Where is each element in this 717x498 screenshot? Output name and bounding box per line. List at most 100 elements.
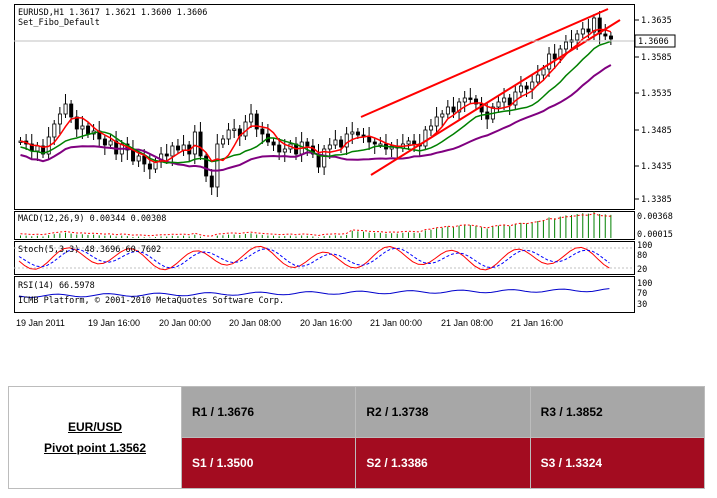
candle-body <box>57 113 62 125</box>
resistance-2: R2 / 1.3738 <box>355 386 531 438</box>
time-tick: 21 Jan 00:00 <box>370 318 422 328</box>
candle-body <box>575 33 580 41</box>
channel-lower-line[interactable] <box>370 19 621 176</box>
pivot-point-link[interactable]: Pivot point 1.3562 <box>43 440 147 455</box>
moving-average-fast <box>20 28 612 164</box>
candle-body <box>406 140 411 145</box>
candle-body <box>451 106 456 113</box>
candle-body <box>209 175 214 188</box>
support-2: S2 / 1.3386 <box>355 437 531 489</box>
candle-body <box>513 91 518 106</box>
candle-body <box>192 131 197 155</box>
candle-body <box>355 131 360 136</box>
macd-histogram <box>20 211 612 238</box>
candle-body <box>344 133 349 148</box>
candle-body <box>457 101 462 113</box>
rsi-line <box>18 288 610 298</box>
candle-body <box>372 141 377 145</box>
candle-body <box>80 125 85 130</box>
candle-body <box>305 141 310 147</box>
candle-body <box>170 145 175 157</box>
candle-body <box>198 131 203 157</box>
candle-body <box>535 74 540 83</box>
rsi-tick: 30 <box>637 300 647 310</box>
price-tick: 1.3435 <box>641 162 672 172</box>
stochastic-tick: 80 <box>637 251 647 261</box>
macd-pane: MACD(12,26,9) 0.00344 0.00308 0.00368 0.… <box>14 211 673 240</box>
chart-svg: EURUSD,H1 1.3617 1.3621 1.3600 1.3606 Se… <box>14 4 680 331</box>
stochastic-main-line <box>18 245 610 271</box>
time-tick: 21 Jan 16:00 <box>511 318 563 328</box>
candle-body <box>215 143 220 188</box>
stochastic-pane: Stoch(5,3,3) 48.3696 60.7602 100 80 20 <box>14 241 652 275</box>
candle-body <box>327 144 332 150</box>
candle-body <box>350 131 355 135</box>
candle-body <box>271 141 276 146</box>
macd-label: MACD(12,26,9) 0.00344 0.00308 <box>18 214 166 224</box>
candle-body <box>277 144 282 153</box>
candlesticks <box>18 11 613 197</box>
candle-body <box>592 17 597 33</box>
candle-body <box>282 148 287 153</box>
candle-body <box>63 103 68 115</box>
candle-body <box>496 101 501 108</box>
price-axis: 1.3635 1.3585 1.3535 1.3485 1.3435 1.338… <box>634 16 676 205</box>
pair-link[interactable]: EUR/USD <box>67 419 122 434</box>
candle-body <box>558 48 563 60</box>
candle-body <box>524 85 529 90</box>
price-tick: 1.3385 <box>641 195 672 205</box>
macd-tick: 0.00368 <box>637 212 673 222</box>
channel-upper-line[interactable] <box>360 8 609 118</box>
stochastic-signal-line <box>18 247 610 269</box>
candle-body <box>502 97 507 103</box>
macd-signal-line <box>20 212 611 237</box>
candle-body <box>563 41 568 50</box>
candle-body <box>485 111 490 120</box>
candle-body <box>339 139 344 148</box>
time-tick: 20 Jan 16:00 <box>300 318 352 328</box>
candle-body <box>547 53 552 70</box>
candle-body <box>52 123 57 138</box>
candle-body <box>322 148 327 168</box>
candle-body <box>507 97 512 106</box>
trading-chart-window[interactable]: EURUSD,H1 1.3617 1.3621 1.3600 1.3606 Se… <box>14 4 680 331</box>
candle-body <box>440 113 445 118</box>
candle-body <box>147 163 152 170</box>
rsi-pane: RSI(14) 66.5978 ICMB Platform, © 2001-20… <box>14 276 652 313</box>
rsi-tick: 70 <box>637 289 647 299</box>
candle-body <box>142 155 147 165</box>
candle-body <box>586 28 591 33</box>
candle-body <box>580 28 585 35</box>
candle-body <box>474 98 479 105</box>
candle-body <box>176 145 181 151</box>
candle-body <box>445 106 450 115</box>
candle-body <box>429 125 434 131</box>
candle-body <box>367 136 372 143</box>
time-tick: 20 Jan 08:00 <box>229 318 281 328</box>
time-tick: 19 Jan 2011 <box>16 318 65 328</box>
price-pane: EURUSD,H1 1.3617 1.3621 1.3600 1.3606 Se… <box>14 4 635 210</box>
chart-header-symbol: EURUSD,H1 1.3617 1.3621 1.3600 1.3606 <box>18 8 207 18</box>
candle-body <box>102 138 107 146</box>
candle-body <box>181 144 186 151</box>
candle-body <box>552 53 557 60</box>
candle-body <box>136 155 141 162</box>
macd-tick: 0.00015 <box>637 230 673 240</box>
candle-body <box>221 138 226 145</box>
moving-average-mid <box>20 40 612 164</box>
price-tick: 1.3485 <box>641 126 672 136</box>
time-tick: 21 Jan 08:00 <box>441 318 493 328</box>
candle-body <box>603 33 608 37</box>
current-price-label: 1.3606 <box>638 37 669 47</box>
candle-body <box>530 81 535 90</box>
candle-body <box>41 145 46 155</box>
rsi-label: RSI(14) 66.5978 <box>18 281 95 291</box>
candle-body <box>69 103 74 118</box>
candle-body <box>333 139 338 146</box>
stochastic-tick: 100 <box>637 241 652 251</box>
candle-body <box>462 97 467 103</box>
price-tick: 1.3535 <box>641 89 672 99</box>
candle-body <box>608 35 613 40</box>
current-price-badge <box>634 34 676 48</box>
price-tick: 1.3635 <box>641 16 672 26</box>
